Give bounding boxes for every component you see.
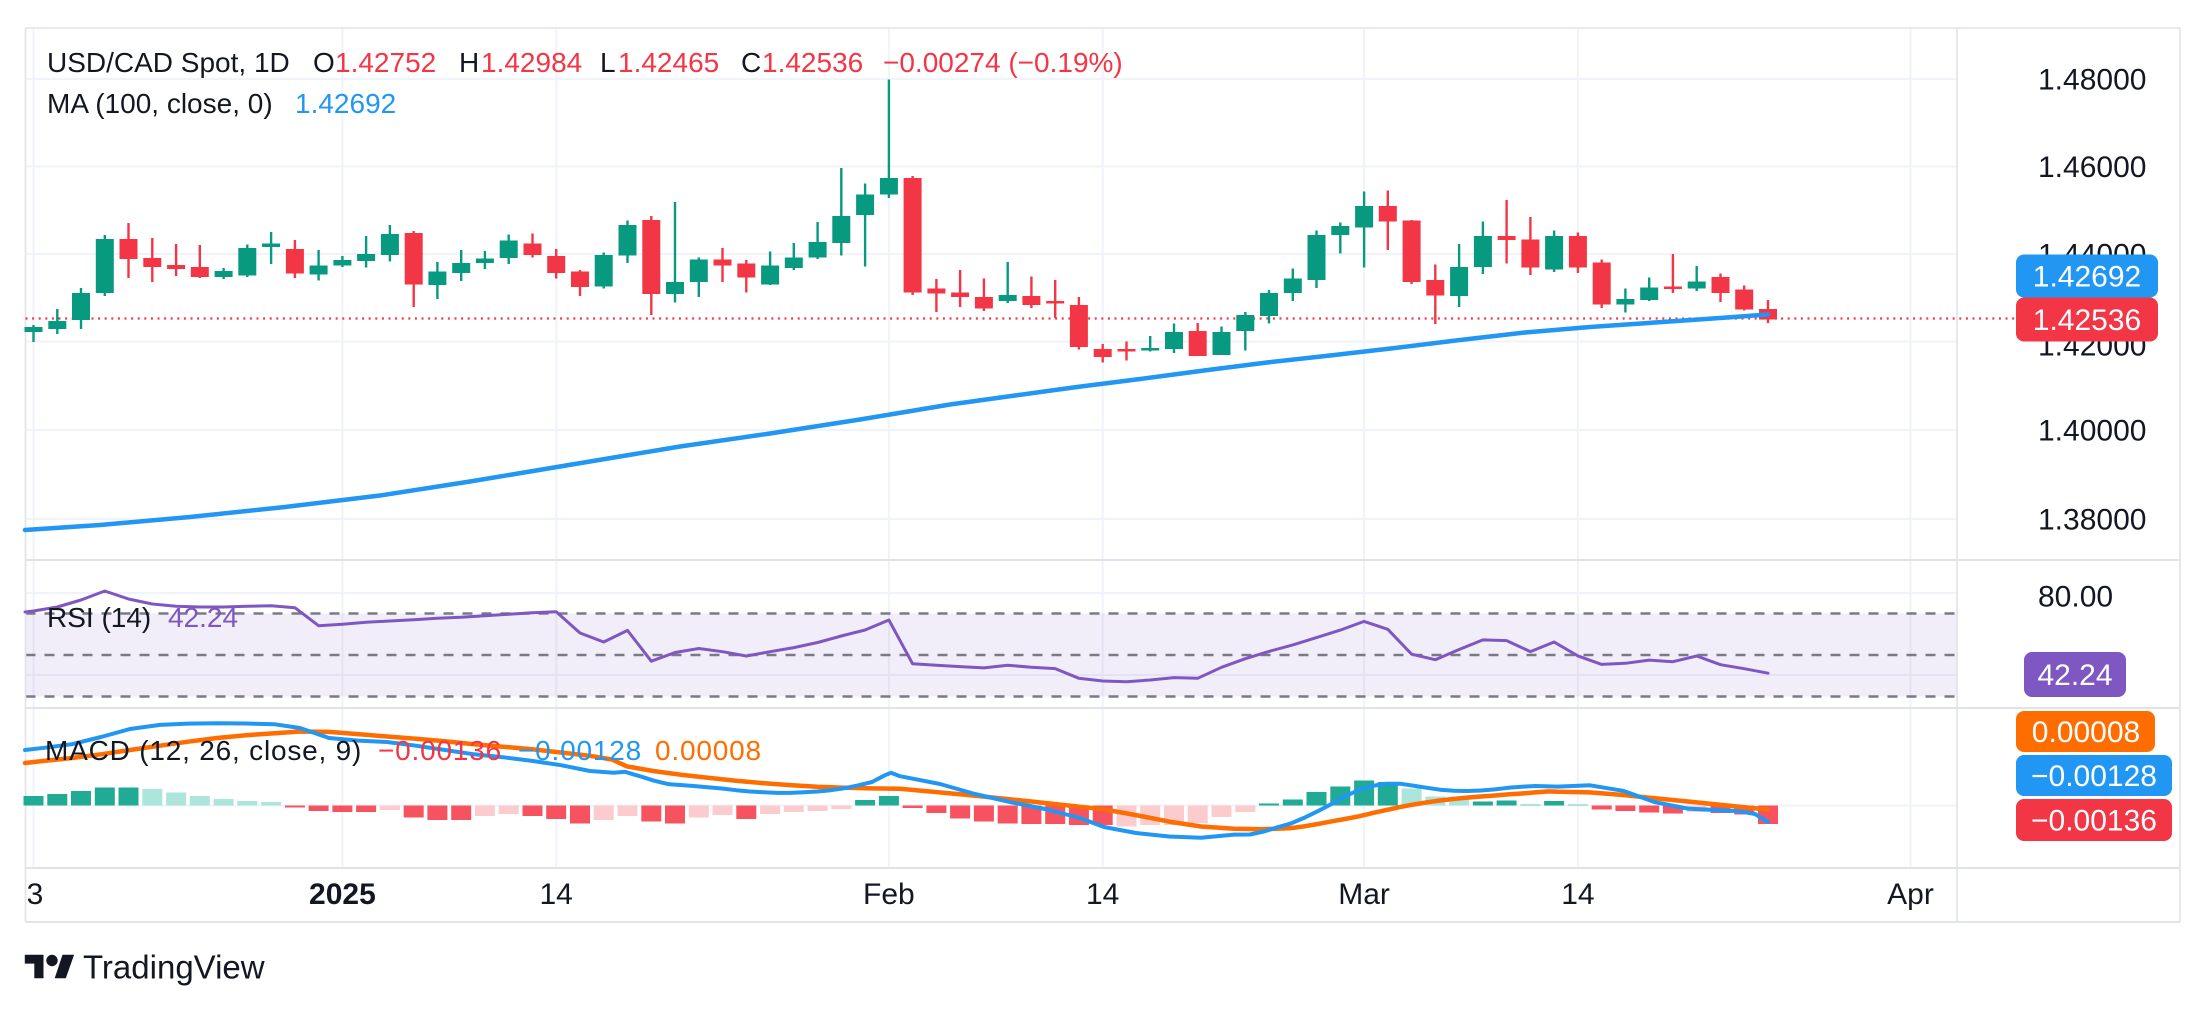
- svg-text:0.00008: 0.00008: [2032, 716, 2140, 749]
- svg-text:14: 14: [540, 878, 573, 911]
- svg-text:1.38000: 1.38000: [2038, 504, 2146, 537]
- svg-text:MACD (12, 26, close, 9)−0.0013: MACD (12, 26, close, 9) −0.00136 −0.00128 0…: [45, 735, 762, 766]
- svg-text:1.40000: 1.40000: [2038, 415, 2146, 448]
- svg-text:1.42536: 1.42536: [2033, 304, 2141, 337]
- svg-text:14: 14: [1086, 878, 1119, 911]
- svg-text:14: 14: [1561, 878, 1594, 911]
- svg-text:−0.00128: −0.00128: [2031, 760, 2157, 793]
- svg-text:42.24: 42.24: [2037, 659, 2112, 692]
- svg-text:1.48000: 1.48000: [2038, 64, 2146, 97]
- svg-text:2025: 2025: [309, 878, 376, 911]
- svg-text:MA (100, close, 0)1.42692: MA (100, close, 0) 1.42692: [47, 88, 396, 119]
- svg-text:RSI (14)42.24: RSI (14) 42.24: [47, 602, 238, 633]
- svg-text:3: 3: [27, 878, 44, 911]
- svg-text:−0.00136: −0.00136: [2031, 805, 2157, 838]
- svg-text:80.00: 80.00: [2038, 581, 2113, 614]
- svg-text:Apr: Apr: [1887, 878, 1934, 911]
- svg-text:Mar: Mar: [1338, 878, 1390, 911]
- svg-text:USD/CAD Spot, 1D: USD/CAD Spot, 1D: [47, 47, 290, 78]
- svg-text:Feb: Feb: [863, 878, 915, 911]
- svg-text:1.46000: 1.46000: [2038, 151, 2146, 184]
- svg-text:TradingView: TradingView: [83, 949, 265, 986]
- svg-text:1.42692: 1.42692: [2033, 261, 2141, 294]
